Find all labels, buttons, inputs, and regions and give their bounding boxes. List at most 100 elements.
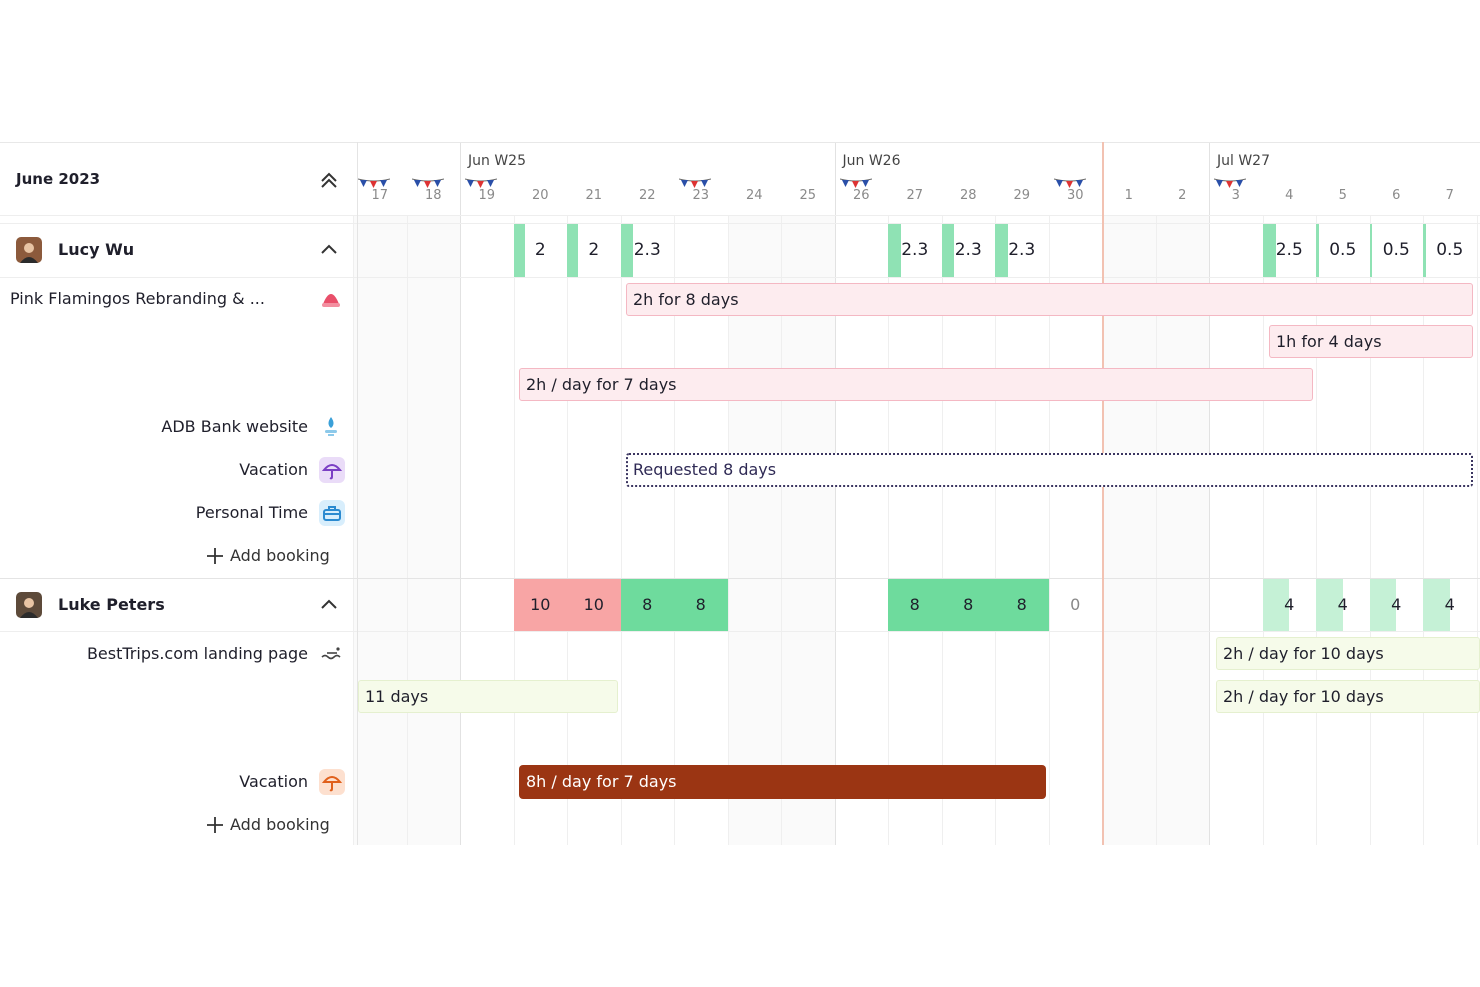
capacity-cell bbox=[888, 579, 942, 631]
plus-icon bbox=[206, 816, 224, 834]
day-divider bbox=[1316, 215, 1317, 845]
capacity-label: 4 bbox=[1284, 595, 1295, 614]
weekend-shade bbox=[727, 215, 781, 845]
collapse-toggle[interactable] bbox=[319, 595, 339, 615]
day-label: 25 bbox=[799, 188, 817, 203]
assignment-icon bbox=[319, 286, 345, 312]
holiday-flag bbox=[1213, 175, 1247, 188]
capacity-label: 4 bbox=[1391, 595, 1402, 614]
assignment-icon bbox=[319, 641, 345, 667]
day-divider bbox=[1476, 215, 1478, 845]
capacity-bar bbox=[1369, 224, 1373, 277]
capacity-label: 8 bbox=[1016, 595, 1027, 614]
capacity-label: 0.5 bbox=[1436, 240, 1464, 260]
booking-bar[interactable] bbox=[519, 368, 1313, 401]
month-label: June 2023 bbox=[16, 170, 101, 188]
capacity-cell bbox=[1423, 579, 1450, 631]
person-name: Lucy Wu bbox=[58, 240, 135, 259]
row-divider bbox=[0, 142, 1480, 143]
booking-bar[interactable] bbox=[519, 765, 1046, 799]
capacity-label: 2.5 bbox=[1275, 240, 1303, 260]
week-label: Jun W25 bbox=[468, 153, 526, 169]
day-divider bbox=[1262, 215, 1264, 845]
booking-label: Requested 8 days bbox=[633, 460, 777, 479]
capacity-label: 4 bbox=[1337, 595, 1348, 614]
assignment-label: Vacation bbox=[239, 772, 308, 791]
collapse-toggle[interactable] bbox=[319, 240, 339, 260]
capacity-label: 2.3 bbox=[633, 240, 661, 260]
day-label: 1 bbox=[1124, 188, 1133, 203]
capacity-label: 8 bbox=[642, 595, 653, 614]
avatar bbox=[16, 237, 42, 263]
day-divider bbox=[888, 215, 889, 845]
capacity-bar bbox=[567, 224, 578, 277]
panel-divider bbox=[357, 142, 358, 845]
capacity-label: 0 bbox=[1070, 595, 1081, 614]
collapse-toggle[interactable] bbox=[319, 168, 339, 188]
weekend-shade bbox=[353, 215, 407, 845]
assignment-icon bbox=[319, 769, 345, 795]
capacity-label: 8 bbox=[963, 595, 974, 614]
day-label: 19 bbox=[478, 188, 496, 203]
day-label: 30 bbox=[1066, 188, 1084, 203]
capacity-bar bbox=[620, 224, 634, 277]
assignment-label: Pink Flamingos Rebranding & ... bbox=[10, 289, 265, 308]
capacity-label: 2 bbox=[588, 240, 600, 260]
day-divider bbox=[620, 215, 622, 845]
assignment-label: ADB Bank website bbox=[161, 417, 308, 436]
day-divider bbox=[1155, 215, 1157, 845]
capacity-bar bbox=[513, 224, 525, 277]
assignment-label: BestTrips.com landing page bbox=[86, 644, 308, 663]
day-label: 22 bbox=[638, 188, 656, 203]
assignment-icon bbox=[319, 500, 345, 526]
capacity-cell bbox=[995, 579, 1049, 631]
day-label: 26 bbox=[852, 188, 870, 203]
booking-label: 2h / day for 10 days bbox=[1223, 643, 1384, 663]
weekend-shade bbox=[781, 215, 835, 845]
day-divider bbox=[1369, 215, 1371, 845]
avatar bbox=[16, 592, 42, 618]
booking-bar[interactable] bbox=[626, 453, 1473, 487]
booking-bar[interactable] bbox=[1216, 680, 1480, 713]
day-divider bbox=[674, 215, 675, 845]
weekend-shade bbox=[1155, 215, 1209, 845]
plus-icon bbox=[206, 547, 224, 565]
capacity-label: 4 bbox=[1444, 595, 1455, 614]
day-label: 28 bbox=[959, 188, 977, 203]
assignment-label: Vacation bbox=[239, 460, 308, 479]
booking-label: 11 days bbox=[365, 686, 429, 706]
booking-bar[interactable] bbox=[358, 680, 618, 713]
capacity-bar bbox=[995, 224, 1008, 277]
day-label: 20 bbox=[531, 188, 549, 203]
day-label: 3 bbox=[1231, 188, 1240, 203]
capacity-cell bbox=[1369, 579, 1397, 631]
booking-bar[interactable] bbox=[626, 283, 1473, 316]
day-label: 17 bbox=[371, 188, 389, 203]
capacity-label: 0.5 bbox=[1329, 240, 1357, 260]
holiday-flag bbox=[464, 175, 498, 188]
holiday-flag bbox=[678, 175, 712, 188]
day-label: 24 bbox=[745, 188, 763, 203]
day-divider bbox=[727, 215, 729, 845]
day-label: 7 bbox=[1445, 188, 1454, 203]
booking-label: 2h for 8 days bbox=[633, 289, 739, 309]
day-label: 18 bbox=[424, 188, 442, 203]
capacity-cell bbox=[1262, 579, 1290, 631]
capacity-label: 10 bbox=[583, 595, 604, 614]
weekend-shade bbox=[406, 215, 460, 845]
add-booking[interactable]: Add booking bbox=[230, 815, 330, 834]
day-label: 21 bbox=[585, 188, 603, 203]
row-divider bbox=[0, 578, 1480, 579]
day-label: 2 bbox=[1178, 188, 1187, 203]
booking-bar[interactable] bbox=[1216, 637, 1480, 670]
add-booking[interactable]: Add booking bbox=[230, 546, 330, 565]
booking-bar[interactable] bbox=[1269, 325, 1473, 358]
capacity-bar bbox=[888, 224, 901, 277]
day-divider bbox=[941, 215, 943, 845]
week-divider bbox=[460, 142, 461, 845]
capacity-cell bbox=[513, 579, 567, 631]
booking-label: 2h / day for 7 days bbox=[526, 374, 677, 394]
assignment-icon bbox=[319, 414, 345, 440]
week-divider bbox=[834, 142, 836, 845]
row-divider bbox=[0, 277, 1480, 278]
